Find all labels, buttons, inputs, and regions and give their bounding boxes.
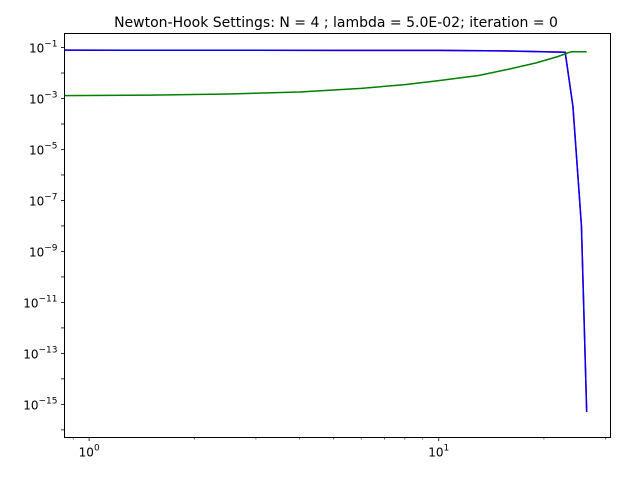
y-tick-label: 10−15 bbox=[23, 396, 57, 412]
x-tick-label: 101 bbox=[428, 444, 449, 460]
y-tick-label: 10−9 bbox=[29, 243, 58, 259]
y-tick-label: 10−5 bbox=[29, 141, 58, 157]
y-tick-label: 10−3 bbox=[29, 90, 58, 106]
y-tick-label: 10−13 bbox=[23, 345, 57, 361]
y-tick-label: 10−7 bbox=[29, 192, 58, 208]
x-tick-label: 100 bbox=[79, 444, 100, 460]
y-tick-label: 10−11 bbox=[23, 294, 57, 310]
series-line-2 bbox=[64, 49, 588, 413]
x-axis: 100 101 bbox=[72, 437, 606, 460]
series-line-1 bbox=[64, 49, 588, 413]
plot-frame bbox=[64, 33, 611, 438]
chart-title: Newton-Hook Settings: N = 4 ; lambda = 5… bbox=[114, 15, 558, 31]
series-line-3 bbox=[64, 50, 587, 97]
series-layer bbox=[64, 49, 588, 413]
y-tick-label: 10−1 bbox=[29, 40, 58, 56]
y-axis: 10−1 10−3 10−5 10−7 10−9 10−11 10−13 10−15 bbox=[23, 40, 65, 431]
